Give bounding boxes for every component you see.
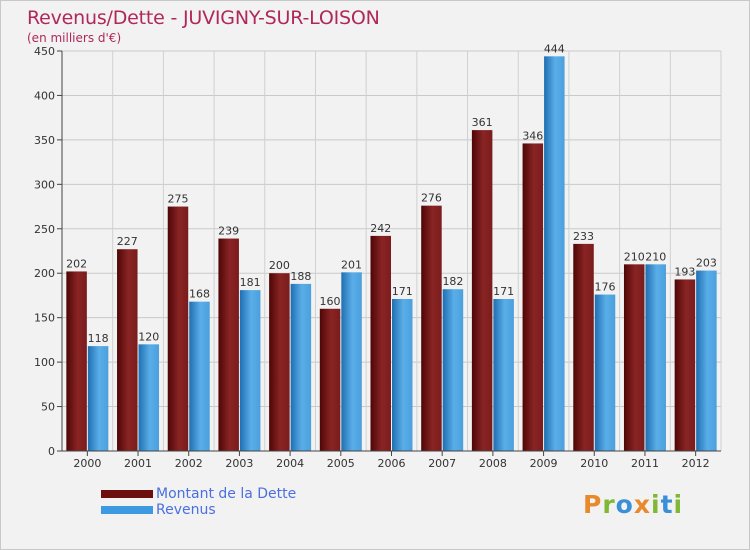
value-label-dette-2010: 233 <box>573 230 594 243</box>
logo-letter: P <box>583 490 603 519</box>
logo-letter: i <box>673 490 684 519</box>
value-label-dette-2008: 361 <box>472 116 493 129</box>
ytick-label-350: 350 <box>34 134 55 147</box>
bar-revenus-2005 <box>341 272 362 451</box>
bar-dette-2010 <box>573 243 594 451</box>
bar-dette-2012 <box>674 279 696 451</box>
ytick-label-50: 50 <box>41 401 55 414</box>
ytick-label-0: 0 <box>48 445 55 458</box>
bar-revenus-2001 <box>138 344 160 451</box>
bar-dette-2005 <box>319 308 341 451</box>
value-label-dette-2006: 242 <box>370 222 391 235</box>
ytick-label-450: 450 <box>34 45 55 58</box>
xtick-label-2008: 2008 <box>479 457 507 470</box>
logo-letter: o <box>615 490 634 519</box>
grid-layer <box>61 50 722 452</box>
bar-dette-2008 <box>471 130 493 451</box>
value-label-dette-2004: 200 <box>269 259 290 272</box>
xtick-label-2001: 2001 <box>124 457 152 470</box>
value-label-revenus-2011: 210 <box>645 250 666 263</box>
logo-letter: t <box>660 490 674 519</box>
logo-letter: i <box>651 490 661 519</box>
bars-layer <box>66 56 717 451</box>
value-label-revenus-2009: 444 <box>544 42 565 55</box>
value-label-dette-2003: 239 <box>218 225 239 238</box>
value-label-dette-2005: 160 <box>320 295 341 308</box>
value-label-revenus-2002: 168 <box>189 288 210 301</box>
bar-dette-2002 <box>167 206 189 451</box>
value-label-dette-2000: 202 <box>66 257 87 270</box>
value-label-dette-2011: 210 <box>624 250 645 263</box>
ytick-label-250: 250 <box>34 223 55 236</box>
bar-revenus-2008 <box>493 299 514 451</box>
proxiti-logo: Proxiti <box>583 490 683 519</box>
ytick-label-200: 200 <box>34 267 55 280</box>
xtick-label-2007: 2007 <box>428 457 456 470</box>
value-label-dette-2012: 193 <box>674 265 695 278</box>
value-label-revenus-2010: 176 <box>595 281 616 294</box>
xtick-label-2000: 2000 <box>73 457 101 470</box>
value-label-revenus-2007: 182 <box>442 275 463 288</box>
chart-title: Revenus/Dette - JUVIGNY-SUR-LOISON <box>27 7 380 29</box>
legend-label-revenus: Revenus <box>156 502 216 518</box>
xtick-label-2010: 2010 <box>580 457 608 470</box>
ytick-label-300: 300 <box>34 178 55 191</box>
xtick-label-2006: 2006 <box>378 457 406 470</box>
value-label-revenus-2001: 120 <box>138 330 159 343</box>
bar-dette-2006 <box>370 235 391 451</box>
bar-revenus-2009 <box>544 56 565 451</box>
bar-revenus-2002 <box>189 301 210 451</box>
value-label-revenus-2003: 181 <box>240 276 261 289</box>
value-label-revenus-2000: 118 <box>88 332 109 345</box>
value-label-dette-2001: 227 <box>117 235 138 248</box>
value-label-dette-2002: 275 <box>167 193 188 206</box>
logo-letter: r <box>602 490 616 519</box>
xtick-label-2012: 2012 <box>682 457 710 470</box>
xtick-label-2004: 2004 <box>276 457 304 470</box>
bar-dette-2003 <box>218 238 239 451</box>
ytick-label-150: 150 <box>34 312 55 325</box>
xtick-label-2003: 2003 <box>225 457 253 470</box>
bar-dette-2007 <box>421 205 442 451</box>
xtick-label-2011: 2011 <box>631 457 659 470</box>
bar-revenus-2011 <box>645 264 666 451</box>
xtick-label-2002: 2002 <box>175 457 203 470</box>
value-label-revenus-2006: 171 <box>392 285 413 298</box>
bar-dette-2009 <box>522 143 544 451</box>
value-label-revenus-2012: 203 <box>696 257 717 270</box>
ytick-label-400: 400 <box>34 89 55 102</box>
chart-subtitle: (en milliers d'€) <box>27 31 122 45</box>
ytick-label-100: 100 <box>34 356 55 369</box>
value-label-dette-2009: 346 <box>522 129 543 142</box>
value-label-dette-2007: 276 <box>421 192 442 205</box>
legend-swatch-debt <box>101 490 153 498</box>
bar-revenus-2003 <box>239 290 261 451</box>
bar-revenus-2010 <box>594 294 616 451</box>
legend-label-debt: Montant de la Dette <box>156 486 297 502</box>
bar-revenus-2004 <box>290 283 312 451</box>
bar-dette-2011 <box>623 264 645 451</box>
bar-dette-2000 <box>66 271 87 451</box>
value-label-revenus-2008: 171 <box>493 285 514 298</box>
bar-dette-2001 <box>117 249 138 451</box>
bar-revenus-2006 <box>392 299 413 451</box>
xtick-label-2005: 2005 <box>327 457 355 470</box>
bar-revenus-2000 <box>87 346 109 451</box>
value-label-revenus-2005: 201 <box>341 258 362 271</box>
value-label-revenus-2004: 188 <box>290 270 311 283</box>
bar-dette-2004 <box>269 273 290 451</box>
bar-revenus-2012 <box>696 270 717 451</box>
xtick-label-2009: 2009 <box>530 457 558 470</box>
legend-swatch-revenus <box>101 506 153 514</box>
bar-revenus-2007 <box>442 289 464 451</box>
logo-letter: x <box>633 490 651 519</box>
